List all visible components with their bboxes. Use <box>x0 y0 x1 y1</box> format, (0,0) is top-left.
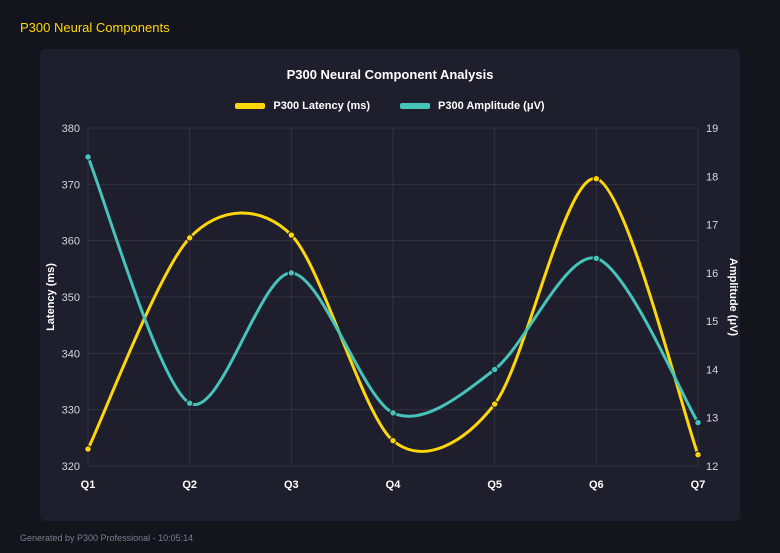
axis-label-layer: 320 330 340 350 360 370 380 12 13 14 15 16 17 18 19 Q1 Q… <box>62 123 719 491</box>
data-point <box>592 254 601 263</box>
left-axis-tick-label: 320 <box>62 461 80 473</box>
data-point <box>490 365 499 374</box>
chart-panel: P300 Neural Component Analysis P300 Late… <box>40 49 740 521</box>
right-axis-tick-label: 12 <box>706 461 718 473</box>
chart-canvas: 320 330 340 350 360 370 380 12 13 14 15 16 17 18 19 Q1 Q… <box>45 123 739 491</box>
data-point <box>389 409 397 417</box>
chart-title: P300 Neural Component Analysis <box>286 67 494 82</box>
legend-swatch <box>400 103 431 109</box>
chart-legend: P300 Latency (ms) P300 Amplitude (μV) <box>40 98 740 114</box>
left-axis-tick-label: 340 <box>62 348 80 360</box>
data-point <box>185 399 194 407</box>
left-axis-title: Latency (ms) <box>45 263 57 331</box>
data-point <box>287 269 296 277</box>
right-axis-tick-label: 13 <box>706 413 718 425</box>
data-point <box>694 451 702 459</box>
footer-status-text: Generated by P300 Professional - 10:05:1… <box>20 533 194 543</box>
legend-item[interactable]: P300 Amplitude (μV) <box>400 100 545 112</box>
legend-label: P300 Latency (ms) <box>273 100 371 112</box>
left-axis-tick-label: 350 <box>62 292 80 304</box>
left-axis-tick-label: 380 <box>62 123 80 135</box>
right-axis-title: Amplitude (μV) <box>727 258 739 337</box>
right-axis-tick-label: 16 <box>706 268 718 280</box>
x-axis-tick-label: Q2 <box>182 479 197 491</box>
data-point <box>287 231 296 239</box>
page-title: P300 Neural Components <box>20 20 170 35</box>
legend-label: P300 Amplitude (μV) <box>438 100 545 112</box>
legend-item[interactable]: P300 Latency (ms) <box>235 100 370 112</box>
data-point <box>694 418 702 427</box>
data-point <box>185 234 194 242</box>
series-layer <box>84 153 702 459</box>
data-point <box>84 153 92 161</box>
left-axis-tick-label: 330 <box>62 405 80 417</box>
data-point <box>389 436 397 445</box>
right-axis-tick-label: 14 <box>706 364 718 376</box>
legend-swatch <box>235 103 266 109</box>
grid-layer <box>87 127 699 467</box>
data-point <box>592 175 601 183</box>
data-point <box>490 400 499 408</box>
x-axis-tick-label: Q4 <box>386 479 402 491</box>
data-point <box>84 445 92 453</box>
x-axis-tick-label: Q5 <box>487 479 502 491</box>
left-axis-tick-label: 360 <box>62 236 80 248</box>
right-axis-tick-label: 18 <box>706 171 718 183</box>
right-axis-tick-label: 19 <box>706 123 718 135</box>
right-axis-tick-label: 15 <box>706 316 718 328</box>
x-axis-tick-label: Q7 <box>691 479 706 491</box>
x-axis-tick-label: Q3 <box>284 479 299 491</box>
x-axis-tick-label: Q6 <box>589 479 604 491</box>
x-axis-tick-label: Q1 <box>81 479 96 491</box>
left-axis-tick-label: 370 <box>62 179 80 191</box>
right-axis-tick-label: 17 <box>706 220 718 232</box>
